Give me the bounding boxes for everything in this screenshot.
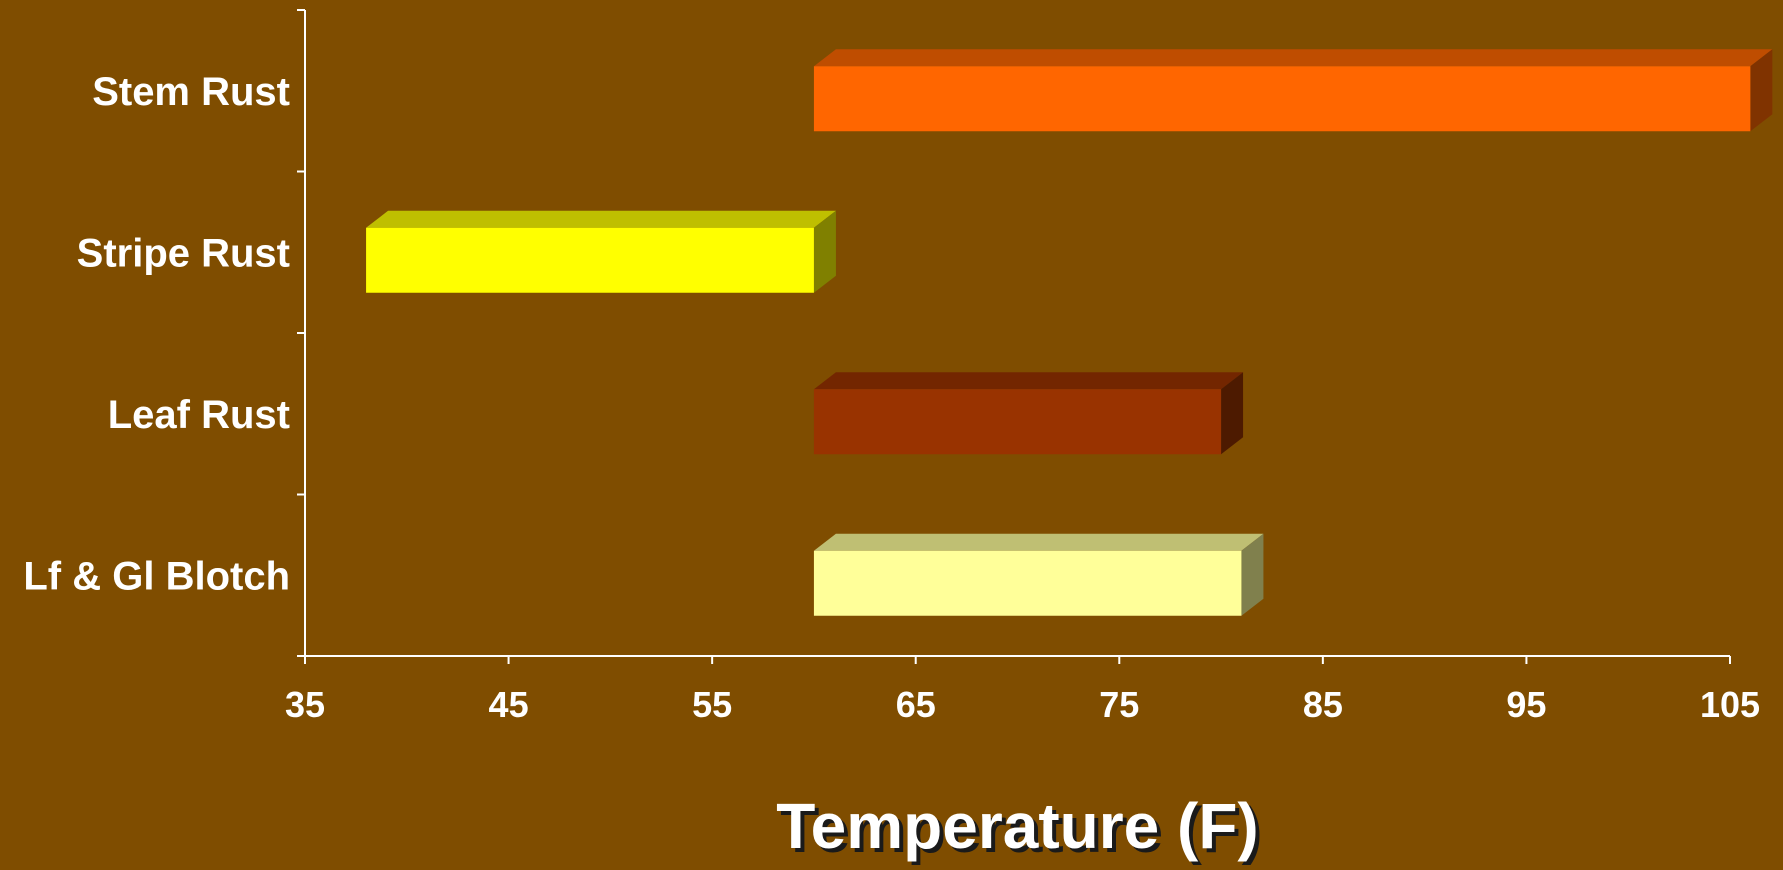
- x-tick-label: 45: [489, 684, 529, 725]
- range-bar: [813, 372, 1244, 455]
- range-bar-top-face: [813, 533, 1264, 551]
- range-bar-top-face: [813, 49, 1773, 67]
- range-bar-front-face: [813, 389, 1222, 455]
- category-label: Stripe Rust: [77, 231, 290, 275]
- range-bar-side-face: [813, 210, 836, 293]
- x-axis-title: Temperature (F): [776, 790, 1258, 862]
- range-bar: [813, 49, 1773, 132]
- x-tick-label: 95: [1506, 684, 1546, 725]
- range-bar: [366, 210, 836, 293]
- x-tick-labels: 35 45 55 65 75 85 95 105: [285, 684, 1760, 725]
- range-bar: [813, 533, 1264, 616]
- x-tick-label: 35: [285, 684, 325, 725]
- bars-layer: [366, 49, 1773, 616]
- x-tick-label: 85: [1303, 684, 1343, 725]
- range-bar-top-face: [813, 372, 1244, 390]
- x-tick-label: 105: [1700, 684, 1760, 725]
- range-bar-front-face: [813, 66, 1751, 132]
- x-tick-label: 75: [1099, 684, 1139, 725]
- category-label: Stem Rust: [92, 70, 290, 114]
- x-tick-label: 55: [692, 684, 732, 725]
- range-bar-top-face: [366, 210, 836, 228]
- range-bar-side-face: [1241, 533, 1264, 616]
- category-label: Lf & Gl Blotch: [23, 554, 290, 598]
- range-bar-front-face: [813, 550, 1242, 616]
- range-bar-front-face: [366, 227, 814, 293]
- x-tick-label: 65: [896, 684, 936, 725]
- range-bar-side-face: [1221, 372, 1244, 455]
- category-labels: Stem Rust Stripe Rust Leaf Rust Lf & Gl Blo…: [23, 70, 290, 599]
- range-bar-side-face: [1750, 49, 1773, 132]
- x-axis-title-shadow: Temperature (F): [780, 794, 1262, 865]
- axis-layer: [297, 9, 1731, 664]
- category-label: Leaf Rust: [108, 393, 290, 437]
